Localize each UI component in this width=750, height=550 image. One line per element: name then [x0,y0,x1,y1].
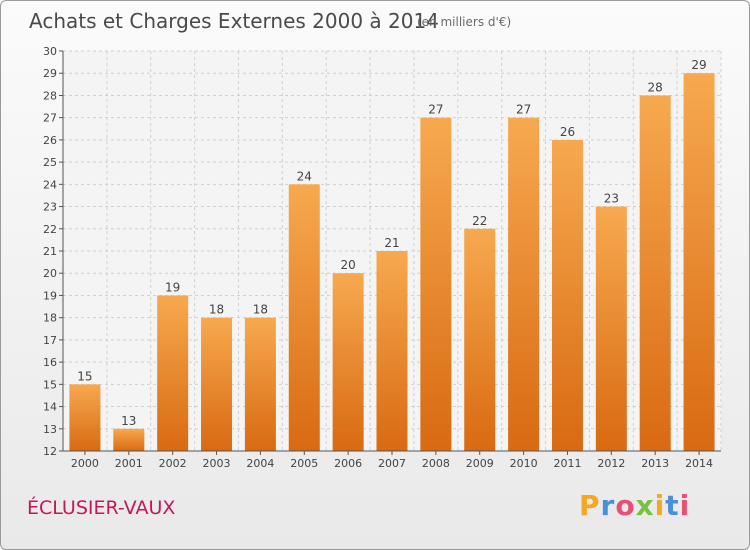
bar-value-label: 13 [121,414,136,428]
x-tick-label: 2004 [246,457,274,470]
y-tick-label: 24 [43,178,57,191]
bar [113,428,145,451]
bar-value-label: 28 [648,80,663,94]
x-tick-label: 2010 [510,457,538,470]
y-tick-label: 28 [43,89,57,102]
bar [332,273,364,451]
bar-value-label: 23 [604,192,619,206]
x-tick-label: 2007 [378,457,406,470]
bar [683,73,715,451]
y-tick-label: 19 [43,289,57,302]
bar [69,384,101,451]
logo-letter: o [615,489,636,522]
bar-value-label: 29 [691,58,706,72]
x-tick-label: 2003 [203,457,231,470]
y-tick-label: 14 [43,401,57,414]
y-tick-label: 21 [43,245,57,258]
bar-value-label: 27 [428,103,443,117]
bar-value-label: 20 [340,258,355,272]
x-tick-label: 2006 [334,457,362,470]
x-tick-label: 2014 [685,457,713,470]
logo-letter: i [654,489,666,522]
proxiti-logo: Proxiti [579,489,690,522]
y-tick-label: 16 [43,356,57,369]
x-tick-label: 2000 [71,457,99,470]
bar-value-label: 24 [297,169,312,183]
axes [59,50,721,455]
bar [244,317,276,451]
bar [639,95,671,451]
x-tick-label: 2005 [290,457,318,470]
logo-letter: t [665,489,680,522]
bar-value-label: 22 [472,214,487,228]
logo-letter: x [635,489,655,522]
bar [376,251,408,451]
bar [551,139,583,451]
y-tick-label: 15 [43,378,57,391]
bar-value-label: 19 [165,280,180,294]
bar [201,317,233,451]
bar-value-label: 26 [560,125,575,139]
chart-title: Achats et Charges Externes 2000 à 2014 [29,9,439,33]
bar [595,206,627,451]
y-tick-label: 22 [43,223,57,236]
y-tick-label: 30 [43,45,57,58]
y-tick-label: 18 [43,312,57,325]
x-tick-label: 2009 [466,457,494,470]
logo-letter: i [679,489,691,522]
y-tick-label: 20 [43,267,57,280]
bar-value-label: 27 [516,103,531,117]
bar [288,184,320,452]
x-tick-label: 2008 [422,457,450,470]
x-tick-label: 2013 [641,457,669,470]
logo-letter: r [600,489,616,522]
bars [69,73,715,452]
bar-value-label: 18 [253,303,268,317]
x-tick-label: 2012 [597,457,625,470]
bar-value-label: 18 [209,303,224,317]
bar [420,117,452,452]
bar [464,228,496,451]
x-tick-label: 2011 [553,457,581,470]
x-tick-label: 2001 [115,457,143,470]
y-tick-label: 13 [43,423,57,436]
y-tick-label: 23 [43,201,57,214]
y-tick-label: 25 [43,156,57,169]
logo-letter: P [579,489,601,522]
y-tick-label: 27 [43,112,57,125]
place-name: ÉCLUSIER-VAUX [27,497,176,519]
bar [157,295,189,451]
chart-subtitle: (en milliers d'€) [417,15,512,29]
y-tick-label: 26 [43,134,57,147]
x-tick-label: 2002 [159,457,187,470]
y-tick-label: 12 [43,445,57,458]
y-tick-label: 17 [43,334,57,347]
bar-value-label: 15 [77,369,92,383]
bar-value-label: 21 [384,236,399,250]
bar [508,117,540,452]
y-tick-label: 29 [43,67,57,80]
labels: 12 13 14 15 16 17 18 19 20 21 22 23 24 25 26 27 28 29 30 15… [43,45,713,470]
